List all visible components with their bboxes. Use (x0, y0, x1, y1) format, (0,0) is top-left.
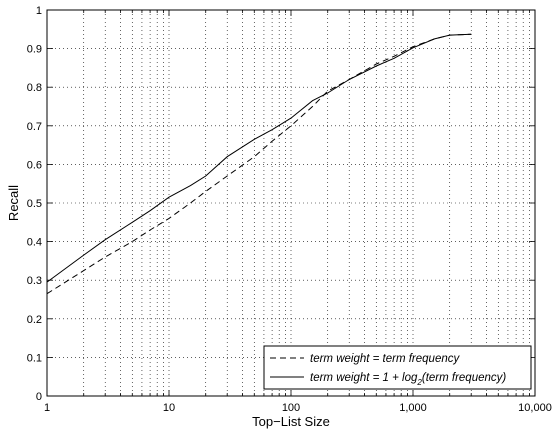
y-tick-label: 0.6 (27, 159, 42, 171)
legend-label-log-term-frequency: term weight = 1 + log2(term frequency) (310, 372, 506, 387)
series-line-log-term-frequency (46, 33, 472, 283)
y-tick-label: 0.2 (27, 314, 42, 326)
y-axis-label: Recall (6, 185, 21, 221)
series-group (46, 33, 472, 295)
legend: term weight = term frequency term weight… (263, 345, 532, 390)
y-tick-label: 0.8 (27, 82, 42, 94)
legend-label-log-prefix: term weight = 1 + log (310, 372, 418, 384)
x-axis-label: Top−List Size (252, 414, 330, 429)
tick-labels: 0 0.1 0.2 0.3 0.4 0.5 0.6 0.7 0.8 0.9 1 1 10 100 1,000… (27, 5, 552, 414)
legend-label-log-subscript: 2 (416, 378, 422, 387)
x-tick-label: 1,000 (399, 402, 427, 414)
x-tick-label: 10 (163, 402, 175, 414)
axis-ticks (47, 10, 535, 396)
x-tick-label: 10,000 (518, 402, 552, 414)
legend-box (263, 345, 532, 390)
grid-lines (47, 10, 535, 396)
y-tick-label: 1 (36, 5, 42, 17)
legend-label-term-frequency: term weight = term frequency (310, 353, 460, 365)
series-line-term-frequency (46, 33, 472, 295)
y-tick-label: 0.1 (27, 352, 42, 364)
x-tick-label: 100 (282, 402, 300, 414)
y-tick-label: 0.4 (27, 237, 42, 249)
x-tick-label: 1 (44, 402, 50, 414)
y-tick-label: 0 (36, 391, 42, 403)
y-tick-label: 0.7 (27, 121, 42, 133)
y-tick-label: 0.3 (27, 275, 42, 287)
y-tick-label: 0.9 (27, 44, 42, 56)
legend-label-log-suffix: (term frequency) (422, 372, 507, 384)
y-tick-label: 0.5 (27, 198, 42, 210)
